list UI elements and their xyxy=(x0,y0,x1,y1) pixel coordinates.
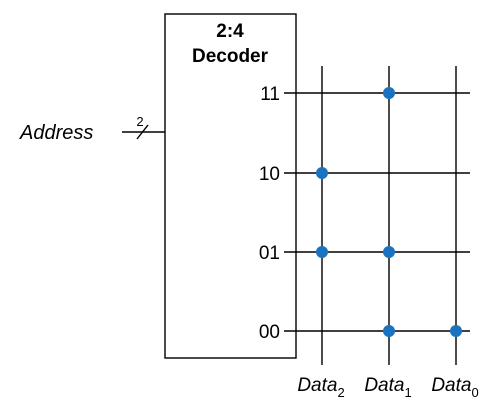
row-label-11: 11 xyxy=(260,84,280,105)
address-label: Address xyxy=(19,122,93,144)
column-label-data0: Data0 xyxy=(431,375,478,400)
column-labels: Data2 Data1 Data0 xyxy=(297,375,478,400)
word-lines: 11 10 01 00 xyxy=(259,84,470,343)
bit-dot-10-2 xyxy=(316,167,328,179)
row-label-10: 10 xyxy=(259,164,280,185)
bit-dot-11-1 xyxy=(383,87,395,99)
stored-bits xyxy=(316,87,462,337)
bit-dot-00-1 xyxy=(383,325,395,337)
column-label-data2: Data2 xyxy=(297,375,344,400)
decoder-title-line1: 2:4 xyxy=(216,21,244,42)
bus-width-label: 2 xyxy=(136,114,143,129)
column-label-data1: Data1 xyxy=(364,375,411,400)
row-label-00: 00 xyxy=(259,322,280,343)
bit-dot-01-1 xyxy=(383,246,395,258)
bit-dot-00-0 xyxy=(450,325,462,337)
decoder-box xyxy=(164,13,297,359)
bit-lines xyxy=(321,66,457,365)
bit-dot-01-2 xyxy=(316,246,328,258)
row-label-01: 01 xyxy=(259,243,280,264)
decoder-title-line2: Decoder xyxy=(192,46,269,67)
bus-slash xyxy=(136,124,149,140)
